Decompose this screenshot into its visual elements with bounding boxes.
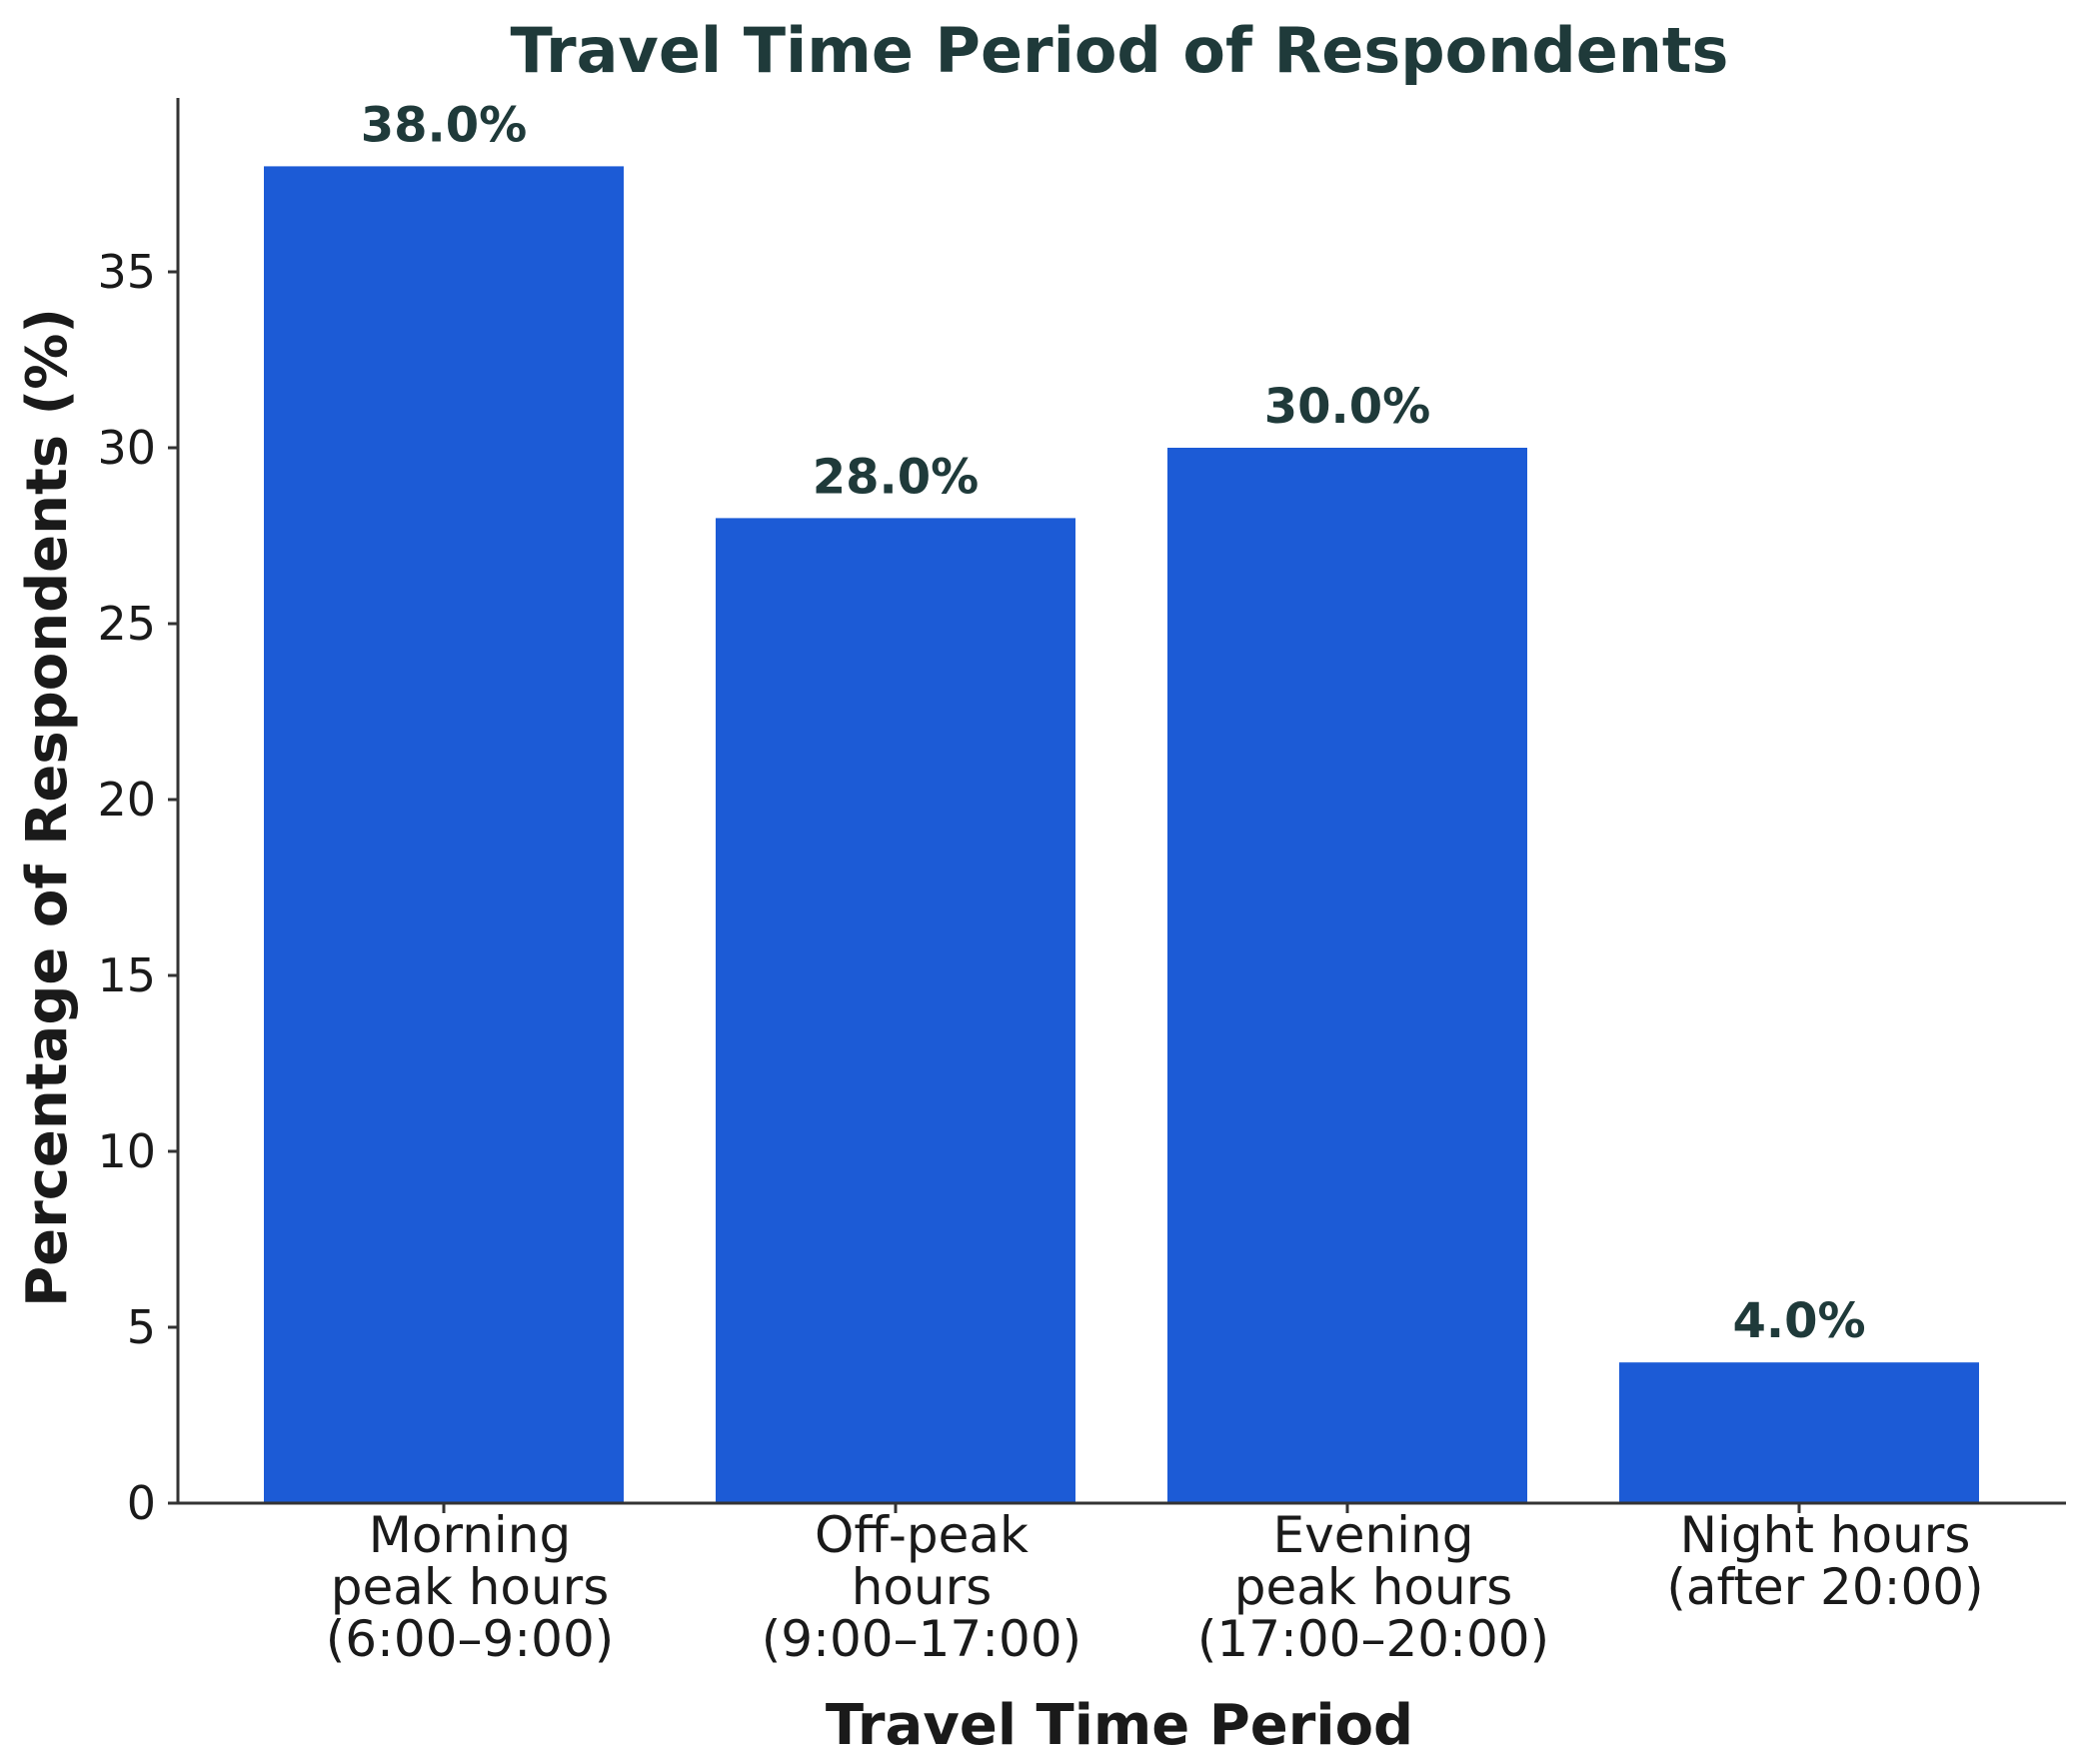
x-axis-title: Travel Time Period <box>826 1693 1413 1758</box>
y-tick-label-6: 30 <box>97 421 156 475</box>
x-tick-label-line: hours <box>852 1558 993 1616</box>
data-label-1: 28.0% <box>813 449 980 505</box>
x-tick-label-line: Night hours <box>1680 1506 1971 1564</box>
y-tick-label-5: 25 <box>97 597 156 651</box>
y-tick-label-0: 0 <box>127 1476 156 1530</box>
x-tick-label-line: peak hours <box>331 1558 610 1616</box>
x-tick-label-1: Off-peak hours (9:00–17:00) <box>762 1506 1081 1668</box>
bar-0 <box>264 166 624 1503</box>
y-tick-label-1: 5 <box>127 1300 156 1354</box>
x-tick-label-2: Evening peak hours (17:00–20:00) <box>1197 1506 1549 1668</box>
x-tick-label-line: Off-peak <box>815 1506 1029 1564</box>
data-label-3: 4.0% <box>1732 1293 1865 1349</box>
data-labels-layer: 38.0% 28.0% 30.0% 4.0% <box>361 97 1866 1349</box>
data-label-2: 30.0% <box>1264 379 1431 435</box>
x-ticks-layer: Morning peak hours (6:00–9:00)Off-peak hour… <box>326 1503 1984 1668</box>
y-tick-label-4: 20 <box>97 773 156 827</box>
x-tick-label-line: (6:00–9:00) <box>326 1610 615 1668</box>
y-tick-label-7: 35 <box>97 245 156 299</box>
y-axis-title: Percentage of Respondents (%) <box>15 308 80 1307</box>
x-tick-label-line: (9:00–17:00) <box>762 1610 1081 1668</box>
x-tick-label-line: peak hours <box>1234 1558 1513 1616</box>
x-tick-label-3: Night hours (after 20:00) <box>1666 1506 1983 1616</box>
x-tick-label-line: (17:00–20:00) <box>1197 1610 1549 1668</box>
y-tick-label-3: 15 <box>97 948 156 1002</box>
bar-2 <box>1167 448 1527 1503</box>
x-tick-label-line: Morning <box>369 1506 571 1564</box>
y-tick-label-2: 10 <box>97 1124 156 1178</box>
bar-3 <box>1619 1362 1979 1503</box>
chart-title: Travel Time Period of Respondents <box>511 14 1729 87</box>
x-tick-label-0: Morning peak hours (6:00–9:00) <box>326 1506 615 1668</box>
x-tick-label-line: (after 20:00) <box>1666 1558 1983 1616</box>
bar-1 <box>716 518 1075 1503</box>
bars-layer <box>264 166 1979 1503</box>
data-label-0: 38.0% <box>361 97 528 153</box>
x-tick-label-line: Evening <box>1273 1506 1474 1564</box>
y-ticks-layer: 0 5 10 15 20 25 30 35 <box>97 245 178 1530</box>
